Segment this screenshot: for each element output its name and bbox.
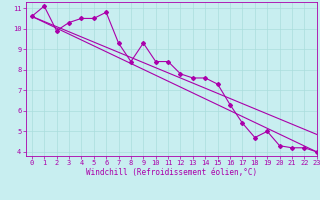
X-axis label: Windchill (Refroidissement éolien,°C): Windchill (Refroidissement éolien,°C): [86, 168, 257, 177]
